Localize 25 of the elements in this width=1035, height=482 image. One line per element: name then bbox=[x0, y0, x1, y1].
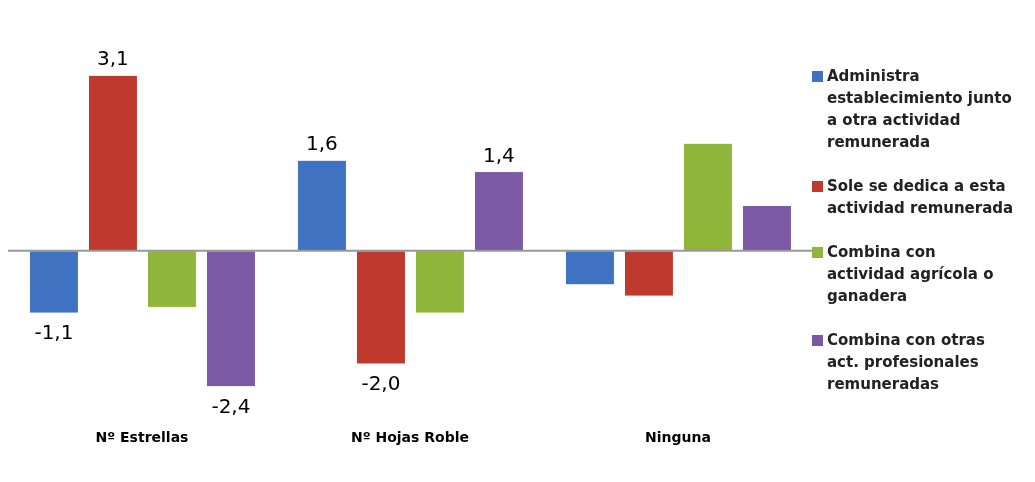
data-label: -2,4 bbox=[211, 393, 251, 418]
x-tick-label: Nº Estrellas bbox=[95, 428, 189, 445]
bar bbox=[28, 250, 79, 314]
bar bbox=[473, 171, 524, 252]
legend-label: Sole se dedica a esta actividad remunerada bbox=[827, 176, 1015, 219]
bar bbox=[146, 250, 197, 308]
bar bbox=[682, 142, 733, 252]
data-label: 3,1 bbox=[97, 46, 129, 71]
x-tick-label: Nº Hojas Roble bbox=[351, 428, 469, 445]
bar bbox=[564, 250, 615, 286]
bar bbox=[741, 205, 792, 252]
data-label: -1,1 bbox=[34, 320, 74, 345]
data-label: -2,0 bbox=[361, 371, 401, 396]
x-tick-label: Ninguna bbox=[645, 428, 711, 445]
bar bbox=[623, 250, 674, 297]
bar bbox=[87, 74, 138, 252]
bar bbox=[414, 250, 465, 314]
data-label: 1,4 bbox=[483, 142, 515, 167]
legend-label: Combina con otras act. profesionales remuneradas bbox=[827, 330, 986, 395]
legend-label: Administra establecimiento junto a otra actividad remunerada bbox=[827, 66, 1013, 153]
bar bbox=[296, 159, 347, 252]
legend-label: Combina con actividad agrícola o ganadera bbox=[827, 242, 995, 307]
data-label: 1,6 bbox=[306, 131, 338, 156]
bar bbox=[355, 250, 406, 365]
bar bbox=[205, 250, 256, 388]
